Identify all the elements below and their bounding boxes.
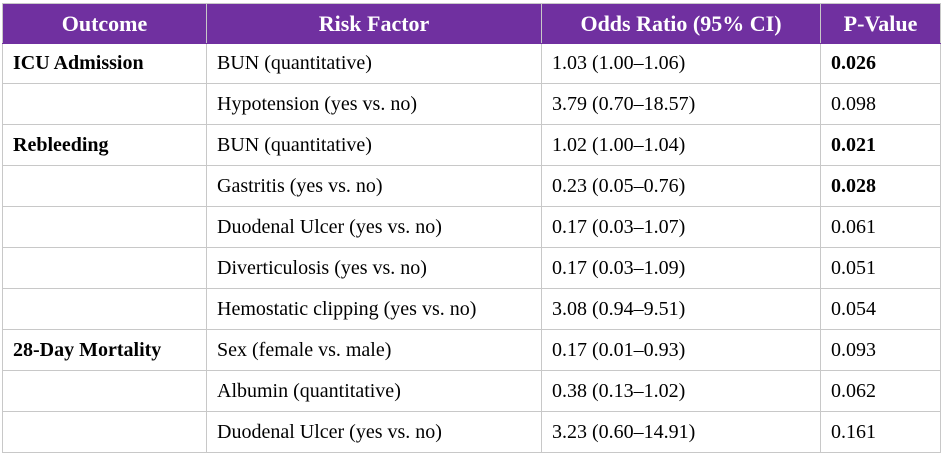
table-row: Duodenal Ulcer (yes vs. no) 0.17 (0.03–1… xyxy=(2,206,941,248)
outcome-cell xyxy=(2,288,207,330)
risk-factor-cell: Hypotension (yes vs. no) xyxy=(206,83,542,125)
outcome-cell xyxy=(2,206,207,248)
risk-factor-table: Outcome Risk Factor Odds Ratio (95% CI) … xyxy=(2,3,941,453)
risk-factor-cell: Albumin (quantitative) xyxy=(206,370,542,412)
table-row: Gastritis (yes vs. no) 0.23 (0.05–0.76) … xyxy=(2,165,941,207)
risk-factor-cell: Diverticulosis (yes vs. no) xyxy=(206,247,542,289)
table-row: ICU Admission BUN (quantitative) 1.03 (1… xyxy=(2,43,941,84)
p-value-cell: 0.061 xyxy=(820,206,941,248)
header-odds-ratio: Odds Ratio (95% CI) xyxy=(541,3,821,44)
risk-factor-cell: Duodenal Ulcer (yes vs. no) xyxy=(206,411,542,453)
outcome-cell: 28-Day Mortality xyxy=(2,329,207,371)
p-value-cell: 0.093 xyxy=(820,329,941,371)
header-p-value: P-Value xyxy=(820,3,941,44)
p-value-cell: 0.028 xyxy=(820,165,941,207)
p-value-cell: 0.026 xyxy=(820,43,941,84)
table-body: ICU Admission BUN (quantitative) 1.03 (1… xyxy=(2,43,941,453)
odds-ratio-cell: 0.23 (0.05–0.76) xyxy=(541,165,821,207)
odds-ratio-cell: 0.17 (0.03–1.07) xyxy=(541,206,821,248)
odds-ratio-cell: 0.17 (0.03–1.09) xyxy=(541,247,821,289)
p-value-cell: 0.054 xyxy=(820,288,941,330)
odds-ratio-cell: 3.23 (0.60–14.91) xyxy=(541,411,821,453)
table-row: Hemostatic clipping (yes vs. no) 3.08 (0… xyxy=(2,288,941,330)
header-outcome: Outcome xyxy=(2,3,207,44)
p-value-cell: 0.051 xyxy=(820,247,941,289)
table-row: Rebleeding BUN (quantitative) 1.02 (1.00… xyxy=(2,124,941,166)
odds-ratio-cell: 1.02 (1.00–1.04) xyxy=(541,124,821,166)
outcome-cell xyxy=(2,165,207,207)
risk-factor-cell: BUN (quantitative) xyxy=(206,43,542,84)
p-value-cell: 0.161 xyxy=(820,411,941,453)
header-row: Outcome Risk Factor Odds Ratio (95% CI) … xyxy=(2,3,941,44)
header-risk-factor: Risk Factor xyxy=(206,3,542,44)
risk-factor-cell: Gastritis (yes vs. no) xyxy=(206,165,542,207)
p-value-cell: 0.098 xyxy=(820,83,941,125)
table-row: Diverticulosis (yes vs. no) 0.17 (0.03–1… xyxy=(2,247,941,289)
outcome-cell xyxy=(2,247,207,289)
p-value-cell: 0.062 xyxy=(820,370,941,412)
risk-factor-cell: Duodenal Ulcer (yes vs. no) xyxy=(206,206,542,248)
odds-ratio-cell: 1.03 (1.00–1.06) xyxy=(541,43,821,84)
odds-ratio-cell: 3.08 (0.94–9.51) xyxy=(541,288,821,330)
table-row: Hypotension (yes vs. no) 3.79 (0.70–18.5… xyxy=(2,83,941,125)
outcome-cell xyxy=(2,83,207,125)
outcome-cell xyxy=(2,411,207,453)
odds-ratio-cell: 0.38 (0.13–1.02) xyxy=(541,370,821,412)
outcome-cell: ICU Admission xyxy=(2,43,207,84)
table-row: Albumin (quantitative) 0.38 (0.13–1.02) … xyxy=(2,370,941,412)
table-row: Duodenal Ulcer (yes vs. no) 3.23 (0.60–1… xyxy=(2,411,941,453)
odds-ratio-cell: 0.17 (0.01–0.93) xyxy=(541,329,821,371)
odds-ratio-cell: 3.79 (0.70–18.57) xyxy=(541,83,821,125)
risk-factor-cell: Hemostatic clipping (yes vs. no) xyxy=(206,288,542,330)
p-value-cell: 0.021 xyxy=(820,124,941,166)
risk-factor-cell: Sex (female vs. male) xyxy=(206,329,542,371)
table-row: 28-Day Mortality Sex (female vs. male) 0… xyxy=(2,329,941,371)
table-header: Outcome Risk Factor Odds Ratio (95% CI) … xyxy=(2,3,941,44)
risk-factor-cell: BUN (quantitative) xyxy=(206,124,542,166)
outcome-cell: Rebleeding xyxy=(2,124,207,166)
outcome-cell xyxy=(2,370,207,412)
